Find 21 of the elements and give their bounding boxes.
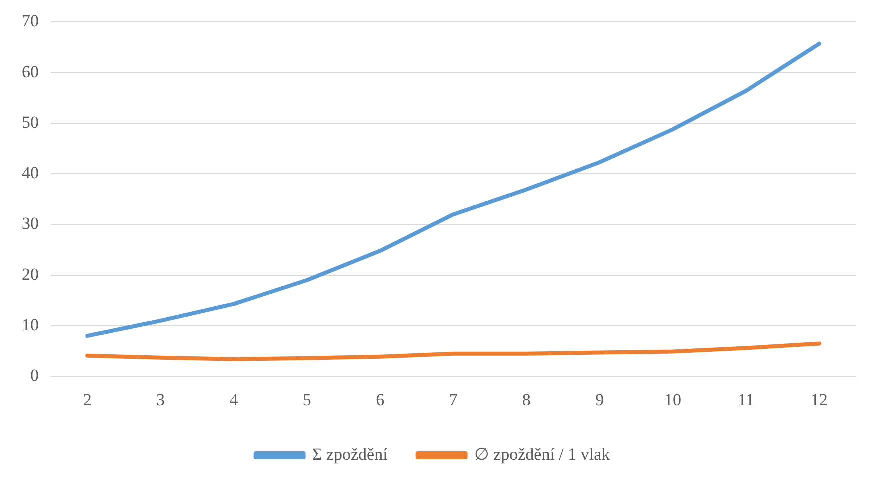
x-tick-label: 3 <box>156 390 166 410</box>
x-tick-label: 2 <box>83 390 92 410</box>
y-tick-label: 20 <box>22 264 39 284</box>
legend-label: ∅ zpoždění / 1 vlak <box>474 444 611 464</box>
x-tick-label: 11 <box>738 390 754 410</box>
y-tick-label: 30 <box>22 214 39 234</box>
x-tick-label: 12 <box>810 390 828 410</box>
x-tick-label: 7 <box>449 390 458 410</box>
x-tick-label: 4 <box>230 390 239 410</box>
y-tick-label: 0 <box>30 366 39 386</box>
y-tick-label: 40 <box>22 164 39 183</box>
y-tick-label: 10 <box>22 315 39 334</box>
y-tick-label: 60 <box>22 62 39 82</box>
x-tick-label: 9 <box>596 390 604 410</box>
x-tick-label: 10 <box>664 390 682 410</box>
x-tick-label: 5 <box>302 390 312 410</box>
x-tick-label: 6 <box>376 390 385 410</box>
legend-label: Σ zpoždění <box>312 444 388 464</box>
y-tick-label: 50 <box>22 112 39 132</box>
y-tick-label: 70 <box>22 12 39 31</box>
x-tick-label: 8 <box>522 390 531 410</box>
